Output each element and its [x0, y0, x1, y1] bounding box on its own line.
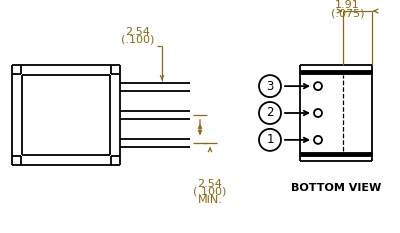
Text: 3: 3 — [266, 80, 274, 93]
Circle shape — [259, 102, 281, 124]
Text: 2.54: 2.54 — [198, 179, 222, 189]
Text: 2.54: 2.54 — [126, 27, 150, 37]
Text: 1: 1 — [266, 133, 274, 146]
Text: 2: 2 — [266, 106, 274, 120]
Text: MIN.: MIN. — [198, 195, 222, 205]
Circle shape — [314, 109, 322, 117]
Text: (.100): (.100) — [121, 35, 155, 45]
Text: (.100): (.100) — [193, 187, 227, 197]
Text: BOTTOM VIEW: BOTTOM VIEW — [291, 183, 381, 193]
Circle shape — [259, 129, 281, 151]
Text: 1.91: 1.91 — [335, 0, 360, 10]
Text: (.075): (.075) — [331, 8, 364, 18]
Circle shape — [259, 75, 281, 97]
Circle shape — [314, 82, 322, 90]
Circle shape — [314, 136, 322, 144]
